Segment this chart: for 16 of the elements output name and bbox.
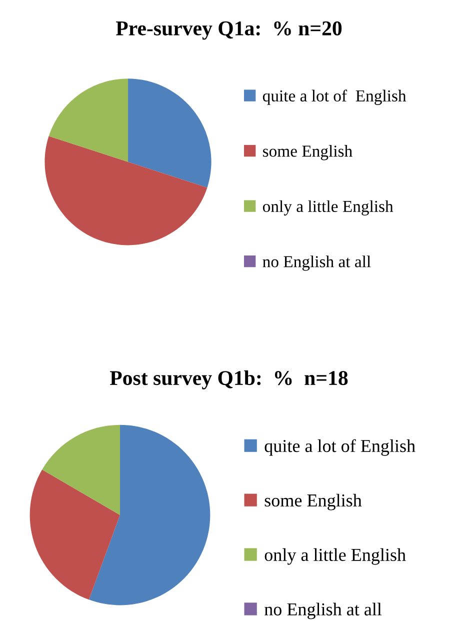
legend-label: quite a lot of English bbox=[264, 439, 416, 456]
pie-slice bbox=[48, 78, 128, 162]
legend-label: only a little English bbox=[264, 548, 406, 565]
chart-title: Pre-survey Q1a: % n=20 bbox=[116, 21, 342, 40]
legend-label: no English at all bbox=[262, 256, 371, 271]
pie-slice bbox=[88, 424, 210, 606]
legend-label: some English bbox=[264, 494, 362, 510]
chart-title: Post survey Q1b: % n=18 bbox=[110, 370, 348, 390]
pie-slice bbox=[44, 136, 208, 246]
legend-label: quite a lot of English bbox=[262, 90, 406, 105]
legend-label: no English at all bbox=[264, 602, 382, 620]
legend-label: only a little English bbox=[262, 200, 394, 216]
pie-slice bbox=[42, 424, 120, 516]
pie-slice bbox=[128, 78, 212, 188]
legend-label: some English bbox=[263, 145, 352, 160]
pie-slice bbox=[30, 470, 120, 600]
